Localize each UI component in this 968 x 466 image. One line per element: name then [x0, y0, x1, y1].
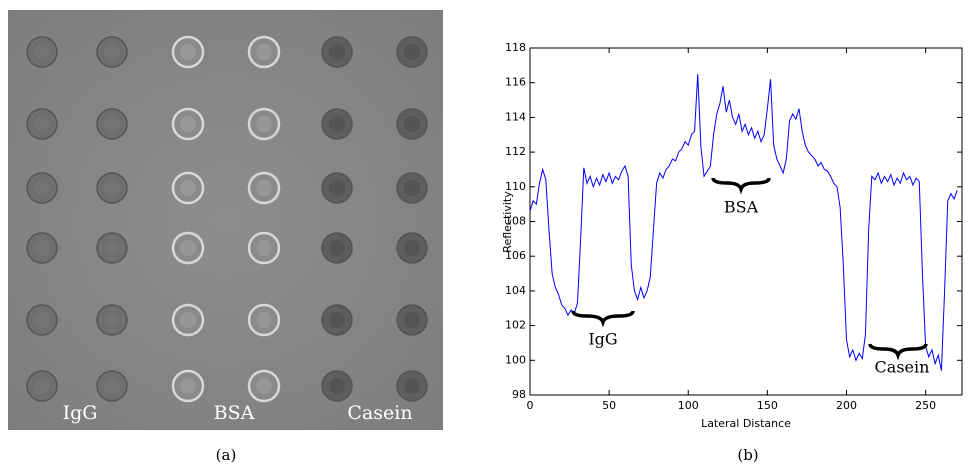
- spot-core: [329, 378, 345, 394]
- spot-core: [180, 116, 196, 132]
- spot-core: [329, 44, 345, 60]
- spot-core: [104, 116, 120, 132]
- y-tick-label: 112: [505, 145, 526, 158]
- annotation: Casein: [875, 358, 930, 377]
- x-axis-label: Lateral Distance: [701, 417, 791, 430]
- image-label: IgG: [63, 402, 98, 424]
- spot-core: [180, 312, 196, 328]
- spot-core: [34, 312, 50, 328]
- brace: [711, 177, 771, 195]
- caption: (a): [216, 446, 237, 464]
- spot-core: [34, 44, 50, 60]
- brace: [571, 310, 635, 328]
- spot-core: [34, 240, 50, 256]
- micrograph: [8, 10, 443, 430]
- plot-area: 98 100 102 104 106 108 110 112 114 116 118 0 50 100 15…: [505, 41, 962, 412]
- y-tick-label: 118: [505, 41, 526, 54]
- spot-core: [329, 180, 345, 196]
- y-tick-label: 98: [512, 388, 526, 401]
- spot-core: [329, 240, 345, 256]
- spot-core: [404, 312, 420, 328]
- spot-core: [404, 378, 420, 394]
- spot-core: [256, 312, 272, 328]
- data-line: [529, 73, 958, 371]
- spot-core: [256, 116, 272, 132]
- plot-frame: [529, 47, 963, 396]
- spot-core: [104, 44, 120, 60]
- spot-core: [256, 378, 272, 394]
- y-tick-label: 108: [505, 215, 526, 228]
- y-tick-label: 106: [505, 249, 526, 262]
- spot-core: [34, 116, 50, 132]
- spot-core: [256, 44, 272, 60]
- spot-core: [180, 378, 196, 394]
- spot-core: [329, 116, 345, 132]
- image-label: Casein: [347, 402, 412, 424]
- spot-core: [256, 180, 272, 196]
- spot-core: [34, 180, 50, 196]
- spot-core: [104, 312, 120, 328]
- y-axis-label: Reflectivity: [501, 191, 514, 253]
- y-tick-label: 102: [505, 319, 526, 332]
- spot-core: [180, 180, 196, 196]
- spot-core: [104, 378, 120, 394]
- y-tick-label: 100: [505, 353, 526, 366]
- x-tick-label: 150: [757, 399, 778, 412]
- spot-core: [104, 240, 120, 256]
- annotation: IgG: [588, 330, 617, 349]
- y-tick-label: 104: [505, 284, 526, 297]
- x-tick-label: 50: [602, 399, 616, 412]
- brace: [868, 343, 928, 361]
- spot-core: [256, 240, 272, 256]
- spot-core: [404, 44, 420, 60]
- y-tick-label: 116: [505, 76, 526, 89]
- image-label: BSA: [214, 402, 255, 424]
- spot-core: [104, 180, 120, 196]
- spot-array: [26, 35, 428, 403]
- x-tick-label: 250: [915, 399, 936, 412]
- spot-core: [404, 116, 420, 132]
- x-tick-label: 0: [527, 399, 534, 412]
- x-tick-label: 200: [836, 399, 857, 412]
- spot-core: [180, 44, 196, 60]
- spot-core: [329, 312, 345, 328]
- y-tick-label: 114: [505, 110, 526, 123]
- spot-core: [34, 378, 50, 394]
- spot-core: [404, 240, 420, 256]
- spot-core: [404, 180, 420, 196]
- y-tick-label: 110: [505, 180, 526, 193]
- x-tick-label: 100: [678, 399, 699, 412]
- spot-core: [180, 240, 196, 256]
- caption: (b): [737, 446, 758, 464]
- annotation: BSA: [724, 198, 759, 217]
